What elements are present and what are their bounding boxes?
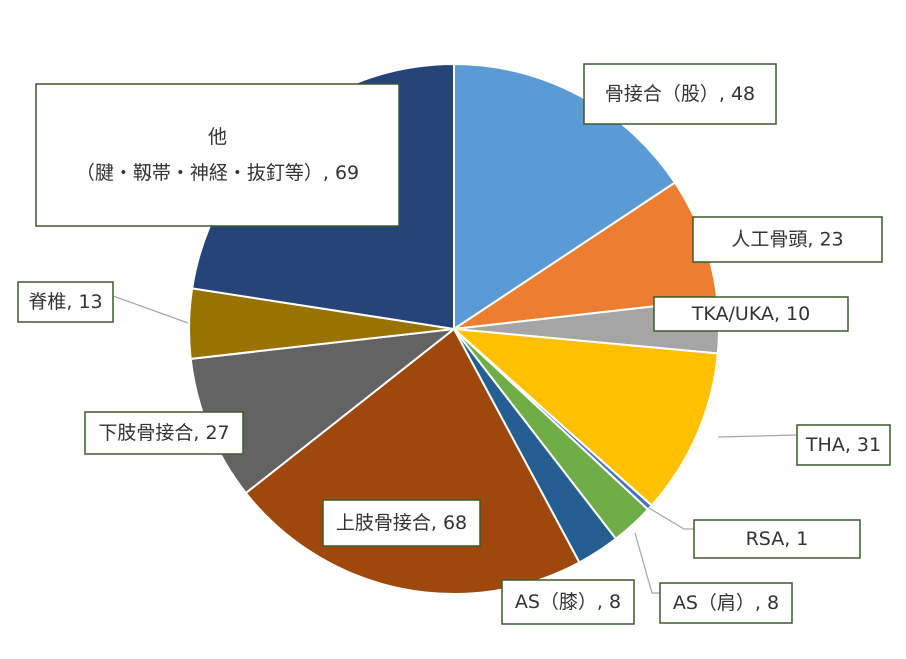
- pie-slice: [451, 327, 719, 507]
- data-label-box: [659, 582, 793, 624]
- data-label-box: [692, 216, 883, 263]
- data-label: 脊椎, 13: [17, 281, 114, 323]
- data-label-text: 上肢骨接合, 68: [336, 512, 467, 534]
- data-label-text: 他: [208, 126, 227, 148]
- data-label-text: 人工骨頭, 23: [731, 229, 843, 251]
- data-label: AS（肩）, 8: [659, 582, 793, 624]
- data-label: RSA, 1: [693, 519, 861, 559]
- data-label-box: [322, 499, 481, 547]
- data-labels: 骨接合（股）, 48 人工骨頭, 23 TKA/UKA, 10 THA, 31 RSA,…: [17, 63, 891, 625]
- leader-line: [112, 295, 189, 324]
- leader-line: [634, 532, 660, 594]
- data-label-text: RSA, 1: [746, 528, 809, 550]
- data-label-box: [583, 63, 777, 125]
- data-label: 骨接合（股）, 48: [583, 63, 777, 125]
- data-label: AS（膝）, 8: [501, 579, 635, 625]
- leader-line: [717, 434, 798, 438]
- data-label: TKA/UKA, 10: [653, 296, 849, 332]
- data-label-box: [501, 579, 635, 625]
- data-label-text: （腱・靱帯・神経・抜釘等）, 69: [76, 162, 359, 184]
- data-label-text: 下肢骨接合, 27: [98, 422, 229, 444]
- data-label-text: AS（肩）, 8: [673, 592, 779, 614]
- data-label-box: [796, 424, 891, 466]
- data-label-box: [693, 519, 861, 559]
- data-label-text: TKA/UKA, 10: [691, 303, 810, 325]
- data-label-box: [84, 411, 244, 455]
- data-label-box: [35, 83, 400, 227]
- pie-slice: [453, 62, 677, 331]
- leader-lines: [112, 295, 798, 594]
- data-label-text: 脊椎, 13: [28, 291, 102, 313]
- data-label: THA, 31: [796, 424, 891, 466]
- data-label: 上肢骨接合, 68: [322, 499, 481, 547]
- data-label-box: [17, 281, 114, 323]
- leader-line: [648, 507, 694, 530]
- data-label: 人工骨頭, 23: [692, 216, 883, 263]
- data-label-text: 骨接合（股）, 48: [605, 83, 755, 105]
- data-label-text: THA, 31: [805, 434, 881, 456]
- data-label-text: AS（膝）, 8: [515, 591, 621, 613]
- data-label-box: [653, 296, 849, 332]
- data-label: 下肢骨接合, 27: [84, 411, 244, 455]
- data-label: 他 （腱・靱帯・神経・抜釘等）, 69: [35, 83, 400, 227]
